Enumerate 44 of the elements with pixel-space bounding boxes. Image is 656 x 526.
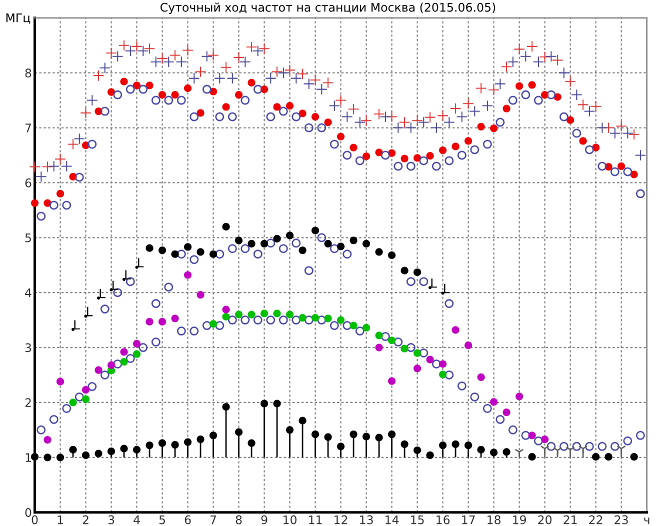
x-tick-label: 3 [108,515,114,524]
x-tick-label: 9 [261,515,268,524]
x-tick-label: 2 [82,515,88,524]
y-tick-label: 3 [25,343,32,352]
x-tick-label: 6 [184,515,191,524]
data-label: L [431,278,437,288]
x-tick-label: 16 [436,515,450,524]
x-tick-label: 0 [32,515,38,524]
x-tick-label: 20 [538,515,552,524]
x-tick-label: ч [644,518,650,524]
x-tick-label: 17 [462,515,475,524]
x-tick-label: 11 [309,515,322,524]
data-label: L [112,280,118,290]
x-tick-label: 8 [236,515,242,524]
x-tick-label: 15 [411,515,424,524]
data-label: L [138,258,144,268]
x-tick-label: 13 [360,515,373,524]
y-tick-label: 6 [25,178,32,188]
x-tick-label: 7 [210,515,216,524]
x-tick-label: 18 [488,515,501,524]
x-tick-label: 23 [614,515,628,524]
y-tick-label: 5 [25,234,31,242]
y-axis-title: МГц [6,14,30,24]
y-tick-label: 8 [25,68,32,78]
data-label: L [100,288,106,298]
x-tick-label: 19 [513,515,526,524]
data-label: L [87,307,93,316]
x-tick-label: 4 [134,515,140,524]
y-tick-label: 1 [26,453,31,462]
x-tick-label: 12 [334,515,348,524]
x-tick-label: 21 [564,515,577,524]
data-label: L [444,284,450,294]
y-tick-label: 7 [25,124,31,132]
data-label: L [125,270,131,280]
x-tick-label: 22 [589,515,602,524]
data-label: L [74,320,80,330]
chart-title: Суточный ход частот на станции Москва (2015.06.05) [160,2,496,14]
y-tick-label: 0 [25,508,32,517]
x-tick-label: 5 [159,515,166,524]
x-tick-label: 10 [284,515,297,524]
y-tick-label: 4 [25,288,32,298]
y-tick-label: 2 [25,398,31,407]
x-tick-label: 1 [58,515,63,524]
x-tick-label: 14 [386,515,399,524]
